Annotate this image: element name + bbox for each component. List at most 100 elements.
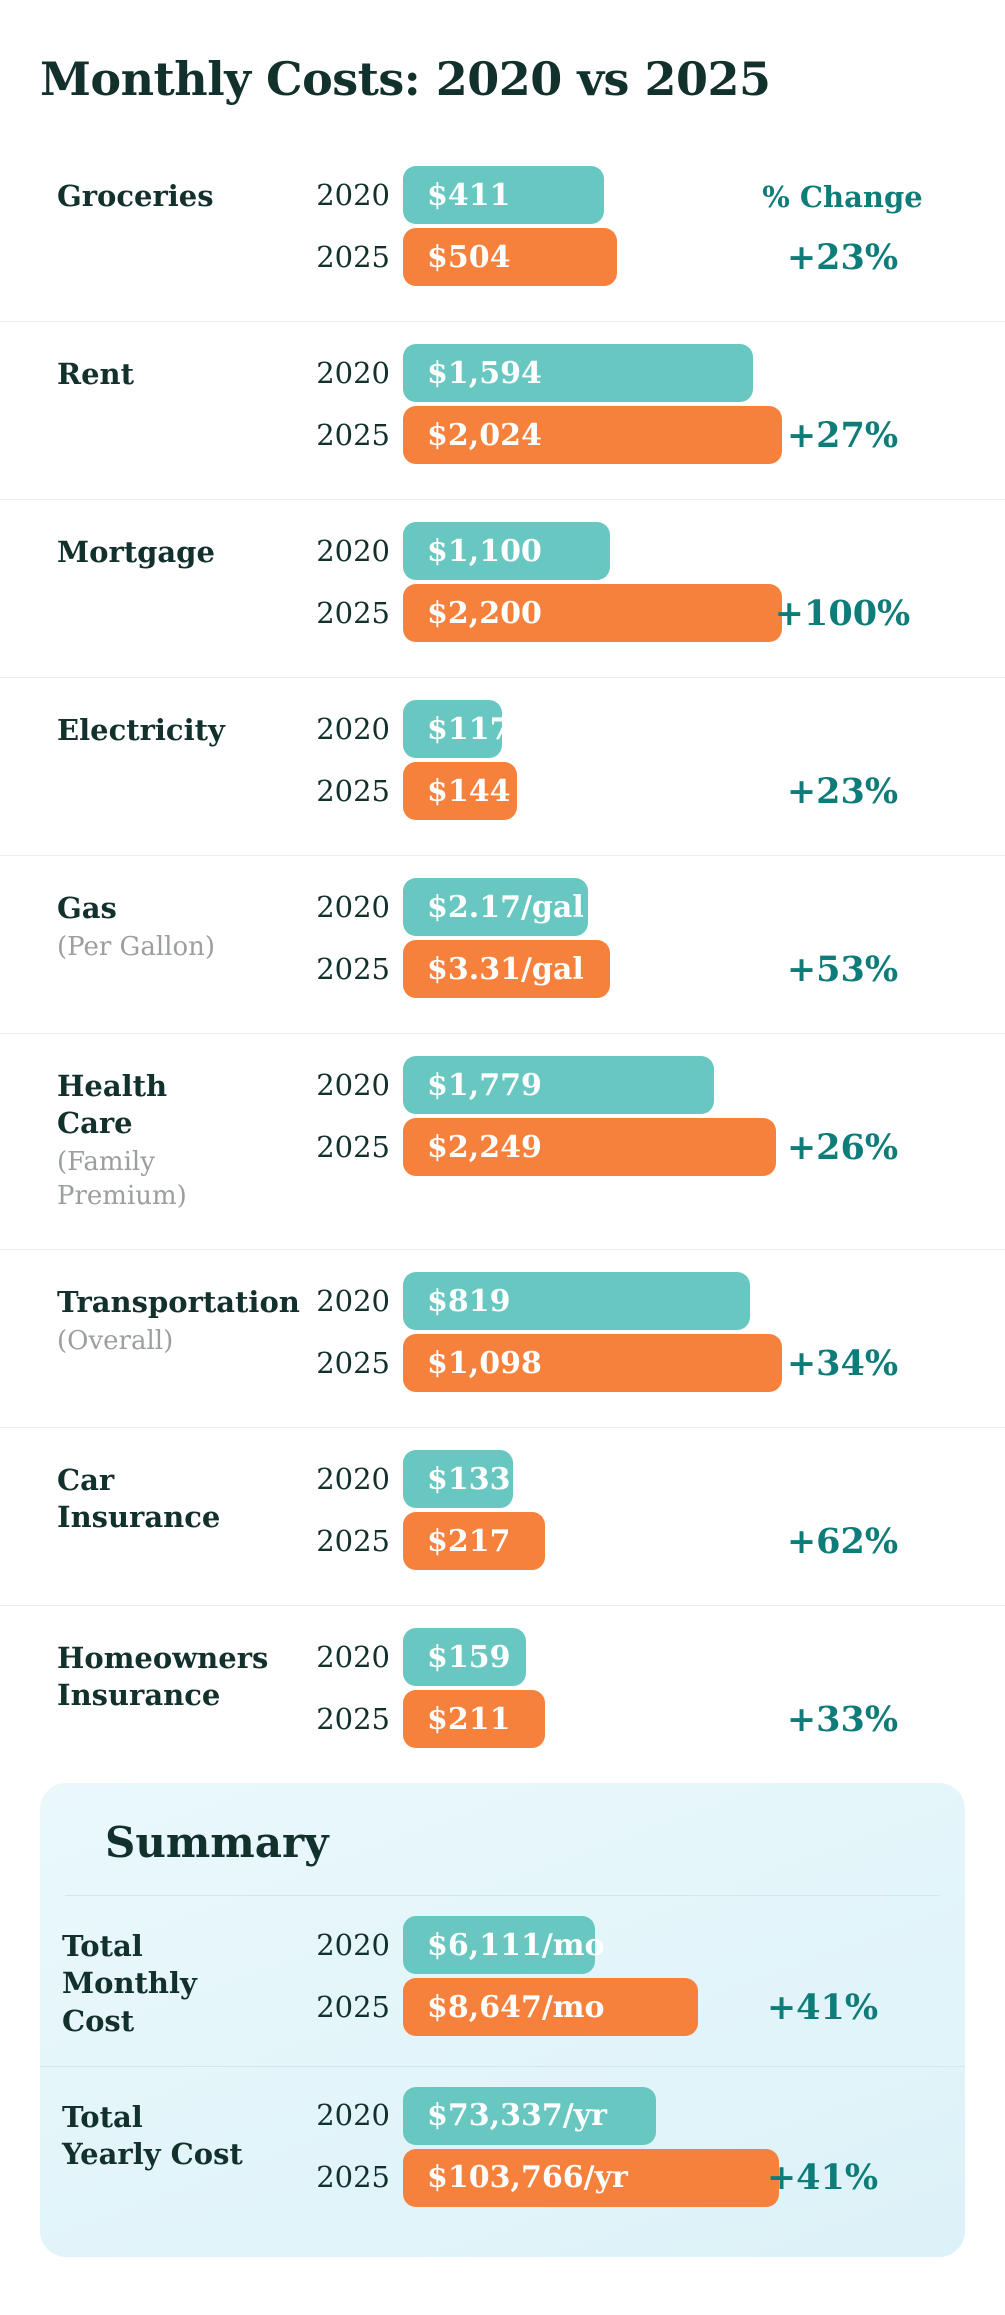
category-name: Groceries (57, 179, 214, 214)
category-row-electricity: Electricity 2020 $117 2025 $144 +23% (0, 677, 1005, 855)
category-name: Homeowners Insurance (57, 1641, 269, 1713)
category-name: Mortgage (57, 535, 215, 570)
category-row-rent: Rent 2020 $1,594 2025 $2,024 +27% (0, 321, 1005, 499)
bar-line-2025: 2025 $217 (248, 1512, 640, 1571)
bar-line-2025: 2025 $2,200 (248, 584, 782, 643)
category-row-transportation: Transportation (Overall) 2020 $819 2025 … (0, 1249, 1005, 1427)
category-label-block: Electricity (0, 700, 248, 820)
category-sublabel: (Family Premium) (57, 1147, 187, 1212)
bars-block: 2020 $73,337/yr 2025 $103,766/yr (248, 2086, 779, 2207)
percent-change-value: +33% (786, 1698, 899, 1740)
category-label-block: Total Yearly Cost (40, 2087, 248, 2207)
bar-value-2025: $217 (427, 1523, 511, 1559)
bar-2020: $1,594 (403, 344, 753, 403)
percent-change-value: +23% (786, 770, 899, 812)
percent-change-block: +41% (640, 2087, 965, 2207)
bar-line-2020: 2020 $159 (248, 1628, 640, 1687)
bar-2025: $211 (403, 1690, 545, 1749)
bar-value-2020: $159 (427, 1639, 511, 1675)
bar-value-2025: $8,647/mo (427, 1989, 605, 2025)
category-row-car-insurance: Car Insurance 2020 $133 2025 $217 +62% (0, 1427, 1005, 1605)
category-row-groceries: Groceries 2020 $411 2025 $504 % Change +… (0, 144, 1005, 321)
category-label-block: Health Care (Family Premium) (0, 1056, 248, 1214)
year-label-2025: 2025 (316, 773, 390, 808)
bar-value-2025: $3.31/gal (427, 951, 584, 987)
percent-change-block: +100% (640, 522, 1005, 642)
bar-line-2025: 2025 $2,024 (248, 406, 782, 465)
bar-value-2020: $6,111/mo (427, 1927, 605, 1963)
bar-line-2025: 2025 $2,249 (248, 1118, 776, 1177)
bar-value-2025: $2,249 (427, 1129, 542, 1165)
year-label-2020: 2020 (316, 711, 390, 746)
percent-change-block: +62% (640, 1450, 1005, 1570)
category-label-block: Total Monthly Cost (40, 1916, 248, 2039)
bar-2020: $6,111/mo (403, 1916, 605, 1975)
bar-value-2020: $1,779 (427, 1067, 542, 1103)
bars-block: 2020 $2.17/gal 2025 $3.31/gal (248, 878, 640, 999)
year-label-2020: 2020 (316, 177, 390, 212)
year-label-2020: 2020 (316, 1639, 390, 1674)
bar-value-2025: $103,766/yr (427, 2160, 628, 2196)
bar-line-2020: 2020 $117 (248, 700, 640, 759)
year-label-2020: 2020 (316, 1283, 390, 1318)
percent-change-block: +41% (640, 1916, 965, 2039)
bars-block: 2020 $1,779 2025 $2,249 (248, 1056, 776, 1214)
year-label-2025: 2025 (316, 1129, 390, 1164)
bar-2020: $159 (403, 1628, 526, 1687)
bar-line-2025: 2025 $504 (248, 228, 640, 287)
bar-line-2025: 2025 $144 (248, 762, 640, 821)
page-title: Monthly Costs: 2020 vs 2025 (40, 52, 771, 106)
bar-2020: $411 (403, 166, 604, 225)
percent-change-value: +62% (786, 1520, 899, 1562)
percent-change-block: +34% (640, 1272, 1005, 1392)
bar-line-2020: 2020 $73,337/yr (248, 2086, 656, 2145)
bar-value-2025: $144 (427, 773, 511, 809)
bar-2025: $103,766/yr (403, 2148, 779, 2207)
bar-line-2025: 2025 $211 (248, 1690, 640, 1749)
year-label-2020: 2020 (316, 1927, 390, 1962)
year-label-2025: 2025 (316, 239, 390, 274)
percent-change-value: +34% (786, 1342, 899, 1384)
bar-value-2025: $1,098 (427, 1345, 542, 1381)
year-label-2020: 2020 (316, 1067, 390, 1102)
category-label-block: Gas (Per Gallon) (0, 878, 248, 998)
percent-change-value: +26% (786, 1126, 899, 1168)
category-row-mortgage: Mortgage 2020 $1,100 2025 $2,200 +100% (0, 499, 1005, 677)
category-label-block: Groceries (0, 166, 248, 286)
year-label-2020: 2020 (316, 355, 390, 390)
bar-value-2020: $133 (427, 1461, 511, 1497)
bars-block: 2020 $1,100 2025 $2,200 (248, 522, 782, 643)
bar-2020: $73,337/yr (403, 2086, 656, 2145)
bar-value-2020: $1,594 (427, 355, 542, 391)
summary-divider (65, 1895, 940, 1897)
summary-heading: Summary (105, 1818, 329, 1868)
bar-value-2020: $1,100 (427, 533, 542, 569)
category-label-block: Transportation (Overall) (0, 1272, 300, 1392)
year-label-2020: 2020 (316, 889, 390, 924)
bar-line-2025: 2025 $1,098 (248, 1334, 782, 1393)
year-label-2020: 2020 (316, 533, 390, 568)
bars-block: 2020 $117 2025 $144 (248, 700, 640, 821)
bar-value-2025: $2,200 (427, 595, 542, 631)
category-name: Gas (57, 891, 117, 926)
bar-value-2020: $411 (427, 177, 511, 213)
summary-panel: Summary Total Monthly Cost 2020 $6,111/m… (40, 1783, 965, 2257)
year-label-2020: 2020 (316, 2098, 390, 2133)
category-name: Electricity (57, 713, 225, 748)
category-name: Rent (57, 357, 135, 392)
percent-change-value: +53% (786, 948, 899, 990)
bar-line-2020: 2020 $411 (248, 166, 640, 225)
bar-2025: $1,098 (403, 1334, 782, 1393)
category-name: Car Insurance (57, 1463, 221, 1535)
category-name: Total Yearly Cost (62, 2099, 243, 2171)
year-label-2025: 2025 (316, 1345, 390, 1380)
bar-line-2020: 2020 $6,111/mo (248, 1916, 640, 1975)
bar-2020: $819 (403, 1272, 750, 1331)
bar-line-2020: 2020 $2.17/gal (248, 878, 640, 937)
percent-change-block: +33% (640, 1628, 1005, 1748)
bar-line-2025: 2025 $103,766/yr (248, 2148, 779, 2207)
percent-change-block: % Change +23% (640, 166, 1005, 286)
year-label-2025: 2025 (316, 951, 390, 986)
bar-line-2025: 2025 $3.31/gal (248, 940, 640, 999)
summary-row-total-monthly: Total Monthly Cost 2020 $6,111/mo 2025 $… (40, 1896, 965, 2065)
